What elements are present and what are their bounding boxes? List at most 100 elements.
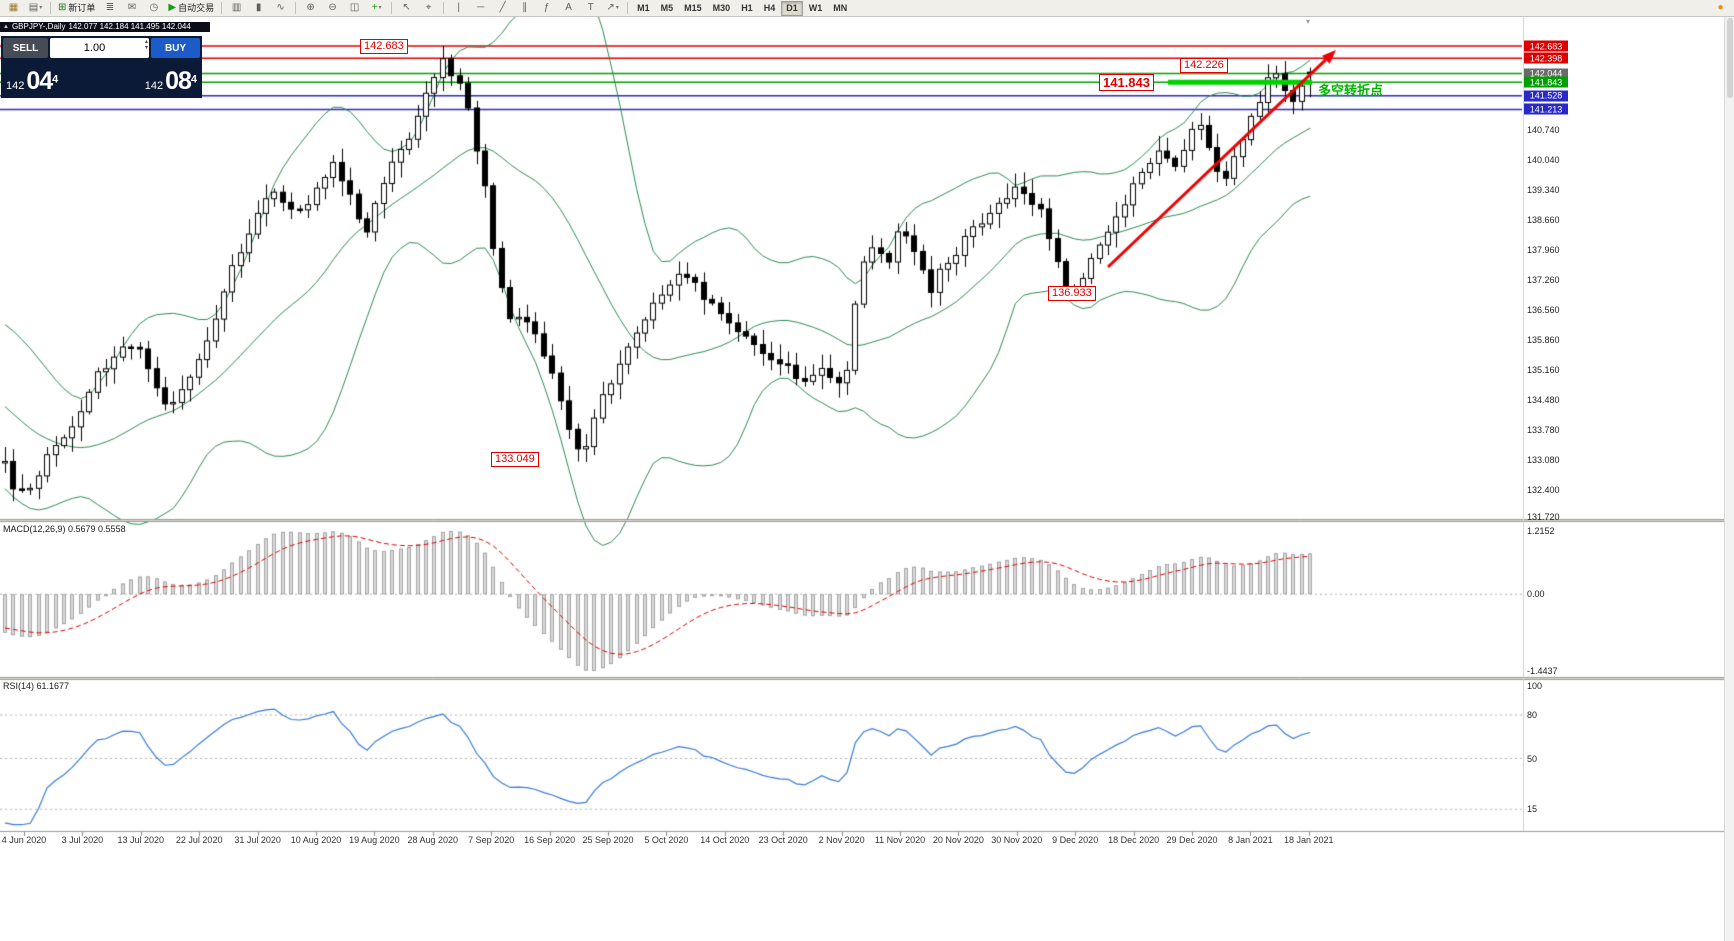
rsi-scale-tick: 15	[1527, 804, 1538, 815]
timeframe-M30-button[interactable]: M30	[712, 2, 731, 13]
price-quotes: 142044 142084	[3, 58, 200, 98]
horizontal-line-button[interactable]: ─	[470, 0, 491, 16]
date-label: 31 Jul 2020	[234, 835, 281, 845]
cursor-icon: ↖	[402, 2, 411, 13]
profiles-button[interactable]: ▤ ▾	[25, 0, 46, 16]
timeframe-M15-button[interactable]: M15	[684, 2, 702, 13]
new-chart-button[interactable]: ▦	[3, 0, 24, 16]
toolbar-separator	[295, 2, 297, 14]
history-center-icon: ◷	[149, 2, 159, 13]
buy-price-small: 142	[144, 80, 164, 92]
new-order-button[interactable]: ⊞ 新订单	[55, 0, 98, 16]
market-watch-button[interactable]: ≣	[99, 0, 120, 16]
new-order-button-label: 新订单	[68, 3, 96, 13]
price-tick: 133.080	[1527, 455, 1560, 466]
date-label: 20 Nov 2020	[932, 835, 984, 845]
text-icon: A	[565, 2, 572, 13]
vertical-line-button[interactable]: |	[448, 0, 469, 16]
zoom-out-button[interactable]: ⊖	[322, 0, 343, 16]
buy-price: 142084	[145, 67, 197, 96]
history-center-button[interactable]: ◷	[143, 0, 164, 16]
scrollbar[interactable]	[1724, 16, 1734, 941]
chart-shift-icon[interactable]: ▾	[1306, 17, 1311, 26]
text-button[interactable]: A	[558, 0, 579, 16]
cursor-button[interactable]: ↖	[396, 0, 417, 16]
price-flag-142_683[interactable]: 142.683	[360, 39, 408, 54]
price-tick: 139.340	[1527, 185, 1560, 196]
dropdown-icon: ▾	[39, 5, 43, 11]
timeframe-M5-button[interactable]: M5	[660, 2, 674, 13]
timeframe-W1-button[interactable]: W1	[808, 2, 823, 13]
price-tick: 137.960	[1527, 244, 1560, 255]
zoom-out-icon: ⊖	[328, 2, 337, 13]
price-flag-141_843[interactable]: 141.843	[1099, 74, 1154, 91]
community-button[interactable]: ●	[1710, 0, 1731, 16]
bar-chart-icon: ▥	[231, 2, 242, 13]
scrollbar-thumb[interactable]	[1727, 18, 1733, 98]
line-chart-button[interactable]: ∿	[270, 0, 291, 16]
toolbar-separator	[627, 2, 629, 14]
community-icon: ●	[1717, 2, 1724, 13]
price-tick: 135.160	[1527, 365, 1560, 376]
date-label: 13 Jul 2020	[117, 835, 165, 845]
price-tick: 136.560	[1527, 305, 1560, 316]
price-flag-136_933[interactable]: 136.933	[1048, 286, 1096, 301]
volume-up-button[interactable]: ▴	[144, 39, 148, 45]
price-flag-142_226[interactable]: 142.226	[1180, 58, 1228, 73]
rsi-scale-tick: 80	[1527, 710, 1538, 720]
rsi-scale-tick: 100	[1527, 681, 1543, 691]
one-click-trade-panel: SELL ▴ ▾ BUY 142044 142084	[1, 36, 202, 98]
buy-button[interactable]: BUY	[151, 38, 200, 58]
chart-title-bar[interactable]: ▲ GBPJPY-,Daily 142.077 142.184 141.495 …	[0, 22, 210, 32]
volume-input[interactable]	[50, 41, 149, 55]
autotrade-button[interactable]: ▶ 自动交易	[165, 0, 217, 16]
price-tick: 132.400	[1527, 484, 1560, 495]
toolbar-separator	[221, 2, 223, 14]
dropdown-icon: ▾	[378, 5, 382, 11]
buy-price-big: 08	[165, 67, 192, 95]
crosshair-button[interactable]: ⌖	[418, 0, 439, 16]
candlestick-chart-icon: ▮	[255, 2, 262, 13]
timeframe-D1-button[interactable]: D1	[781, 0, 803, 16]
fibonacci-icon: ƒ	[543, 2, 550, 13]
date-label: 16 Sep 2020	[524, 835, 576, 845]
timeframe-H1-button[interactable]: H1	[741, 2, 753, 13]
bar-chart-button[interactable]: ▥	[226, 0, 247, 16]
zoom-in-button[interactable]: ⊕	[300, 0, 321, 16]
date-label: 28 Aug 2020	[407, 835, 459, 845]
toolbar-separator	[391, 2, 393, 14]
fibonacci-button[interactable]: ƒ	[536, 0, 557, 16]
volume-down-button[interactable]: ▾	[144, 45, 148, 51]
rsi-label: RSI(14) 61.1677	[3, 681, 70, 691]
price-tag-141_213: 141.213	[1524, 103, 1568, 115]
date-label: 14 Oct 2020	[700, 835, 750, 845]
indicators-icon: +	[371, 2, 378, 13]
price-tag-142_683: 142.683	[1524, 40, 1568, 52]
price-flag-133_049[interactable]: 133.049	[491, 452, 539, 467]
mailbox-button[interactable]: ✉	[121, 0, 142, 16]
turning-point-label[interactable]: 多空转折点	[1318, 83, 1384, 98]
trendline-button[interactable]: ╱	[492, 0, 513, 16]
indicators-button[interactable]: + ▾	[366, 0, 387, 16]
macd-scale-tick: -1.4437	[1527, 666, 1558, 676]
price-tick: 134.480	[1527, 394, 1560, 405]
market-watch-icon: ≣	[105, 2, 115, 13]
timeframe-M1-button[interactable]: M1	[637, 2, 650, 13]
timeframe-H4-button[interactable]: H4	[763, 2, 776, 13]
candlestick-chart-button[interactable]: ▮	[248, 0, 269, 16]
arrows-button[interactable]: ↗ ▾	[602, 0, 623, 16]
rsi-scale-tick: 50	[1527, 753, 1538, 764]
autotrade-icon: ▶	[168, 2, 177, 13]
label-button[interactable]: T	[580, 0, 601, 16]
collapse-icon[interactable]: ▲	[3, 24, 9, 30]
sell-button[interactable]: SELL	[3, 38, 48, 58]
price-tick: 138.660	[1527, 214, 1560, 225]
vertical-line-icon: |	[457, 2, 460, 13]
timeframe-MN-button[interactable]: MN	[833, 2, 848, 13]
tile-windows-button[interactable]: ◫	[344, 0, 365, 16]
label-icon: T	[587, 2, 594, 13]
channel-button[interactable]: ∥	[514, 0, 535, 16]
date-label: 2 Nov 2020	[818, 835, 865, 845]
